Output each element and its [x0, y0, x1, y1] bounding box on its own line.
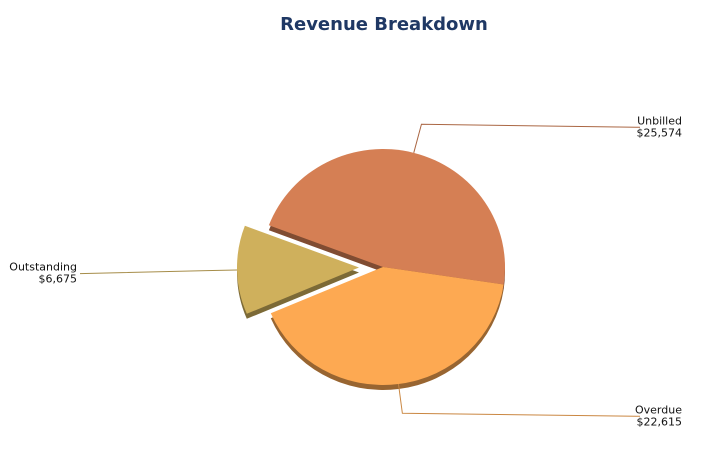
slice-label: Overdue	[635, 403, 682, 416]
slice-value-label: $22,615	[637, 415, 683, 428]
slice-value-label: $25,574	[637, 126, 683, 139]
slice-label: Unbilled	[637, 114, 682, 127]
leader-line	[79, 269, 238, 275]
chart-title: Revenue Breakdown	[280, 14, 488, 35]
slice	[270, 267, 504, 386]
leader-line	[413, 123, 641, 153]
slice	[237, 225, 360, 314]
leader-line	[397, 383, 641, 417]
slice	[268, 149, 506, 285]
slice-label: Outstanding	[9, 261, 77, 274]
slice-value-label: $6,675	[39, 273, 78, 286]
